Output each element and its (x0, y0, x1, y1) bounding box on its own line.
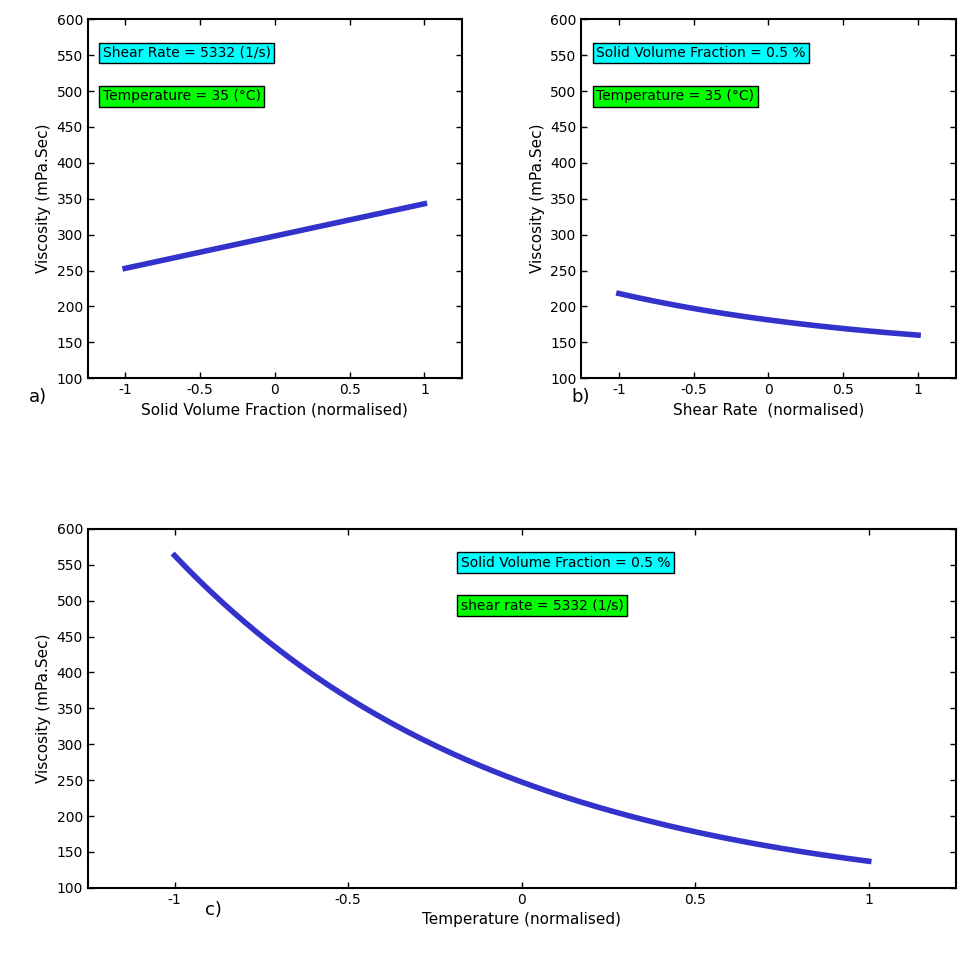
X-axis label: Shear Rate  (normalised): Shear Rate (normalised) (673, 402, 864, 418)
Text: Temperature = 35 (°C): Temperature = 35 (°C) (597, 89, 755, 103)
Text: Temperature = 35 (°C): Temperature = 35 (°C) (102, 89, 260, 103)
Text: shear rate = 5332 (1/s): shear rate = 5332 (1/s) (461, 598, 624, 613)
X-axis label: Solid Volume Fraction (normalised): Solid Volume Fraction (normalised) (141, 402, 409, 418)
Text: c): c) (205, 900, 221, 919)
Text: a): a) (29, 388, 48, 406)
Text: b): b) (571, 388, 590, 406)
Text: Solid Volume Fraction = 0.5 %: Solid Volume Fraction = 0.5 % (597, 46, 806, 60)
Y-axis label: Viscosity (mPa.Sec): Viscosity (mPa.Sec) (36, 124, 51, 273)
Text: Solid Volume Fraction = 0.5 %: Solid Volume Fraction = 0.5 % (461, 556, 671, 569)
X-axis label: Temperature (normalised): Temperature (normalised) (422, 912, 621, 927)
Y-axis label: Viscosity (mPa.Sec): Viscosity (mPa.Sec) (529, 124, 545, 273)
Text: Shear Rate = 5332 (1/s): Shear Rate = 5332 (1/s) (102, 46, 271, 60)
Y-axis label: Viscosity (mPa.Sec): Viscosity (mPa.Sec) (36, 634, 51, 784)
